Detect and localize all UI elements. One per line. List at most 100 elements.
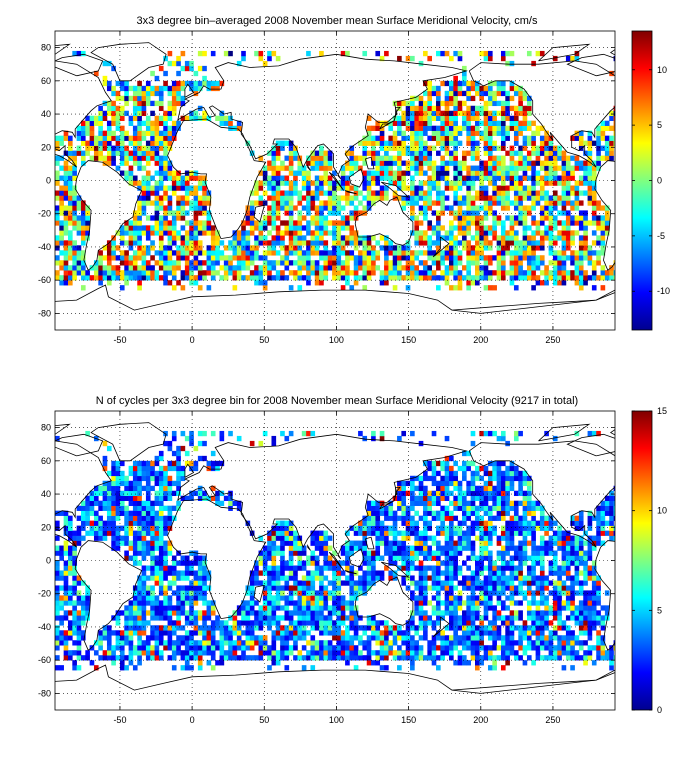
bin-cell — [544, 605, 549, 611]
bin-cell — [349, 255, 355, 261]
bin-cell — [137, 660, 142, 666]
bin-cell — [557, 580, 562, 586]
bin-cell — [535, 225, 541, 231]
bin-cell — [72, 215, 77, 221]
bin-cell — [371, 200, 376, 206]
bin-cell — [106, 625, 112, 631]
bin-cell — [436, 125, 441, 131]
bin-cell — [591, 275, 597, 281]
bin-cell — [72, 240, 77, 246]
bin-cell — [145, 100, 151, 107]
bin-cell — [202, 650, 207, 656]
bin-cell — [241, 630, 246, 636]
bin-cell — [319, 630, 324, 636]
bin-cell — [197, 285, 203, 291]
bin-cell — [314, 270, 320, 276]
bin-cell — [284, 645, 290, 651]
bin-cell — [111, 85, 116, 92]
bin-cell — [535, 635, 541, 641]
bin-cell — [93, 665, 99, 671]
bin-cell — [275, 275, 281, 281]
bin-cell — [457, 125, 463, 131]
bin-cell — [154, 75, 160, 82]
bin-cell — [418, 655, 424, 661]
bin-cell — [436, 600, 441, 606]
bin-cell — [345, 280, 350, 286]
bin-cell — [609, 155, 614, 161]
bin-cell — [301, 275, 307, 281]
bin-cell — [115, 95, 121, 102]
bin-cell — [154, 145, 160, 151]
bin-cell — [596, 145, 601, 151]
bin-cell — [206, 640, 212, 646]
bin-cell — [371, 265, 376, 271]
bin-cell — [596, 235, 601, 241]
bin-cell — [431, 210, 437, 216]
bin-cell — [353, 160, 359, 166]
bin-cell — [449, 110, 454, 117]
bin-cell — [444, 100, 450, 107]
bin-cell — [449, 645, 454, 651]
bin-cell — [189, 275, 194, 281]
bin-cell — [462, 150, 467, 156]
bin-cell — [55, 635, 60, 641]
bin-cell — [202, 615, 207, 621]
x-tick-label: 0 — [190, 335, 195, 345]
bin-cell — [436, 110, 441, 117]
bin-cell — [371, 635, 376, 641]
bin-cell — [596, 130, 601, 136]
bin-cell — [171, 260, 177, 266]
bin-cell — [371, 180, 376, 186]
bin-cell — [462, 120, 467, 126]
bin-cell — [115, 150, 121, 156]
bin-cell — [544, 205, 549, 211]
bin-cell — [522, 135, 528, 141]
bin-cell — [89, 145, 95, 151]
bin-cell — [535, 260, 541, 266]
bin-cell — [362, 625, 368, 631]
bin-cell — [548, 180, 554, 186]
bin-cell — [280, 235, 285, 241]
bin-cell — [552, 585, 558, 591]
bin-cell — [137, 655, 142, 661]
bin-cell — [349, 635, 355, 641]
bin-cell — [171, 620, 177, 626]
bin-cell — [487, 160, 493, 166]
bin-cell — [375, 650, 381, 656]
bin-cell — [310, 600, 316, 606]
bin-cell — [583, 250, 588, 256]
bin-cell — [505, 60, 510, 67]
bin-cell — [262, 635, 268, 641]
bin-cell — [591, 170, 597, 176]
bin-cell — [111, 65, 116, 72]
bin-cell — [55, 615, 60, 621]
bin-cell — [349, 225, 355, 231]
bin-cell — [583, 610, 588, 616]
bin-cell — [202, 210, 207, 216]
bin-cell — [132, 260, 138, 266]
bin-cell — [258, 560, 264, 566]
bin-cell — [314, 250, 320, 256]
bin-cell — [141, 100, 147, 107]
bin-cell — [345, 235, 350, 241]
bin-cell — [193, 630, 199, 636]
bin-cell — [401, 255, 407, 261]
bin-cell — [98, 140, 103, 146]
bin-cell — [258, 265, 264, 271]
bin-cell — [137, 630, 142, 636]
bin-cell — [531, 195, 536, 201]
bin-cell — [115, 115, 121, 121]
bin-cell — [483, 565, 489, 571]
bin-cell — [319, 225, 324, 231]
bin-cell — [319, 590, 324, 596]
bin-cell — [323, 275, 329, 281]
bin-cell — [509, 155, 515, 161]
bin-cell — [462, 235, 467, 241]
bin-cell — [392, 265, 398, 271]
bin-cell — [561, 620, 567, 626]
bin-cell — [163, 610, 168, 616]
bin-cell — [531, 580, 536, 586]
bin-cell — [587, 245, 593, 251]
bin-cell — [145, 595, 151, 601]
bin-cell — [319, 580, 324, 586]
